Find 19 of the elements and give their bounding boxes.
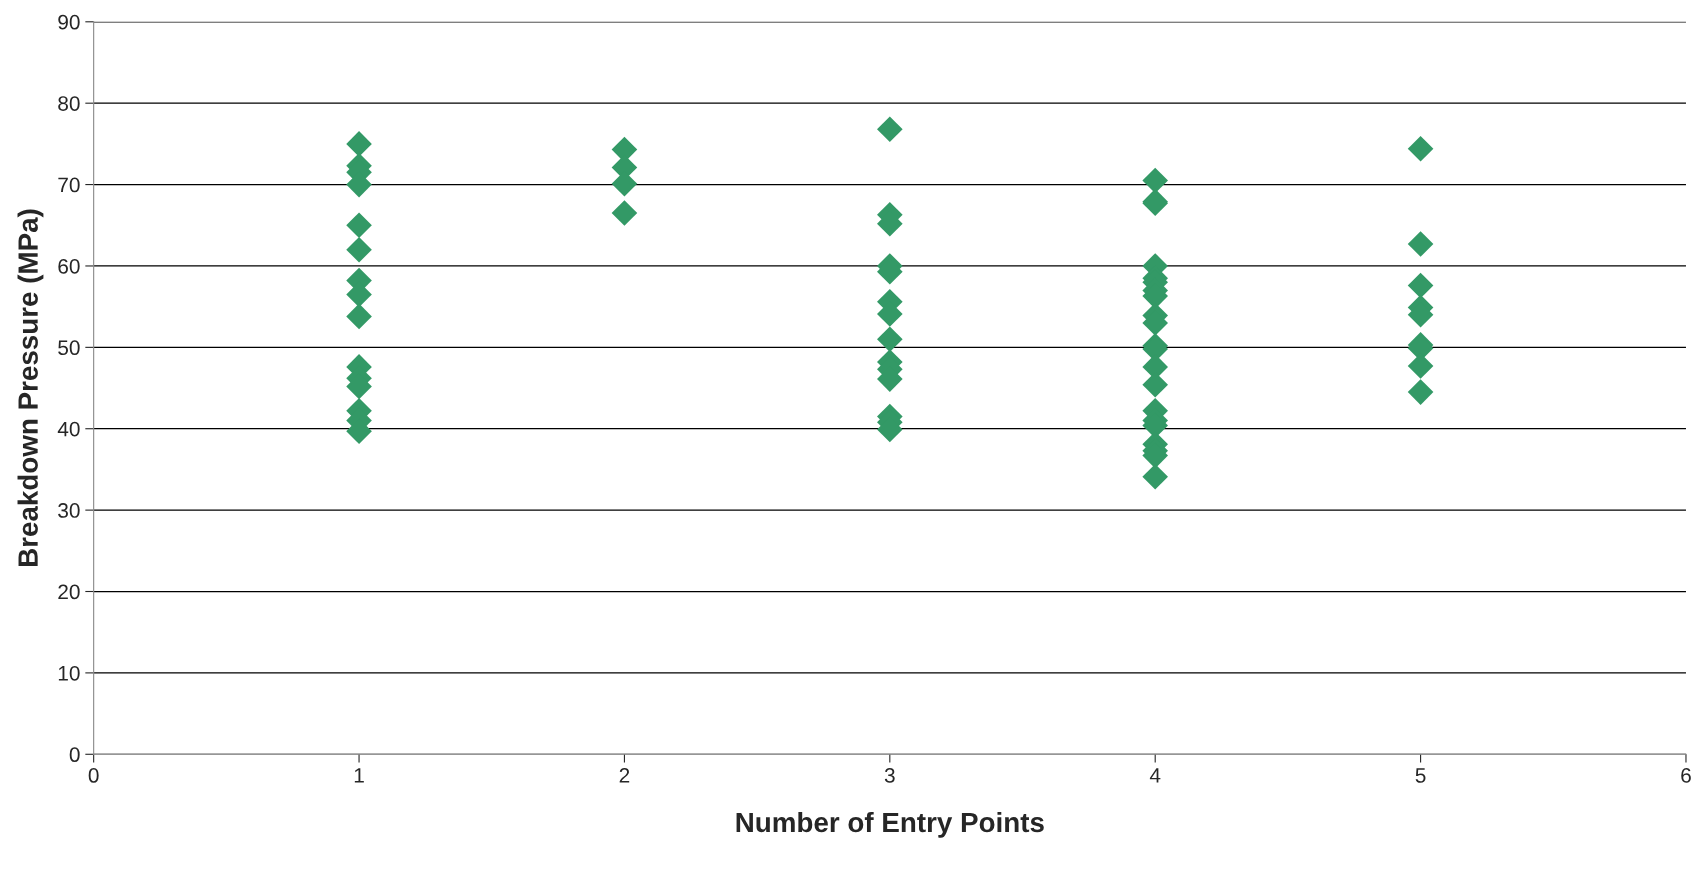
- y-tick-label: 60: [58, 258, 80, 274]
- y-tick-label: 20: [58, 584, 80, 600]
- y-tick-label: 30: [58, 503, 80, 518]
- x-axis-title: Number of Entry Points: [736, 811, 1044, 838]
- x-tick-label: 6: [1681, 768, 1691, 783]
- x-tick-label: 5: [1415, 768, 1426, 783]
- y-tick-label: 50: [58, 340, 80, 356]
- y-tick-label: 70: [58, 177, 80, 193]
- y-axis-title: Breakdown Pressure (MPa): [17, 209, 44, 567]
- y-tick-label: 80: [58, 96, 80, 111]
- x-tick-label: 4: [1149, 768, 1161, 783]
- y-tick-label: 0: [69, 747, 80, 763]
- x-tick-label: 0: [88, 768, 99, 783]
- x-tick-label: 1: [354, 768, 364, 783]
- y-tick-label: 10: [58, 665, 80, 681]
- x-tick-label: 3: [884, 768, 895, 783]
- y-tick-label: 40: [57, 421, 80, 437]
- y-tick-label: 90: [58, 14, 80, 30]
- x-tick-label: 2: [619, 768, 630, 783]
